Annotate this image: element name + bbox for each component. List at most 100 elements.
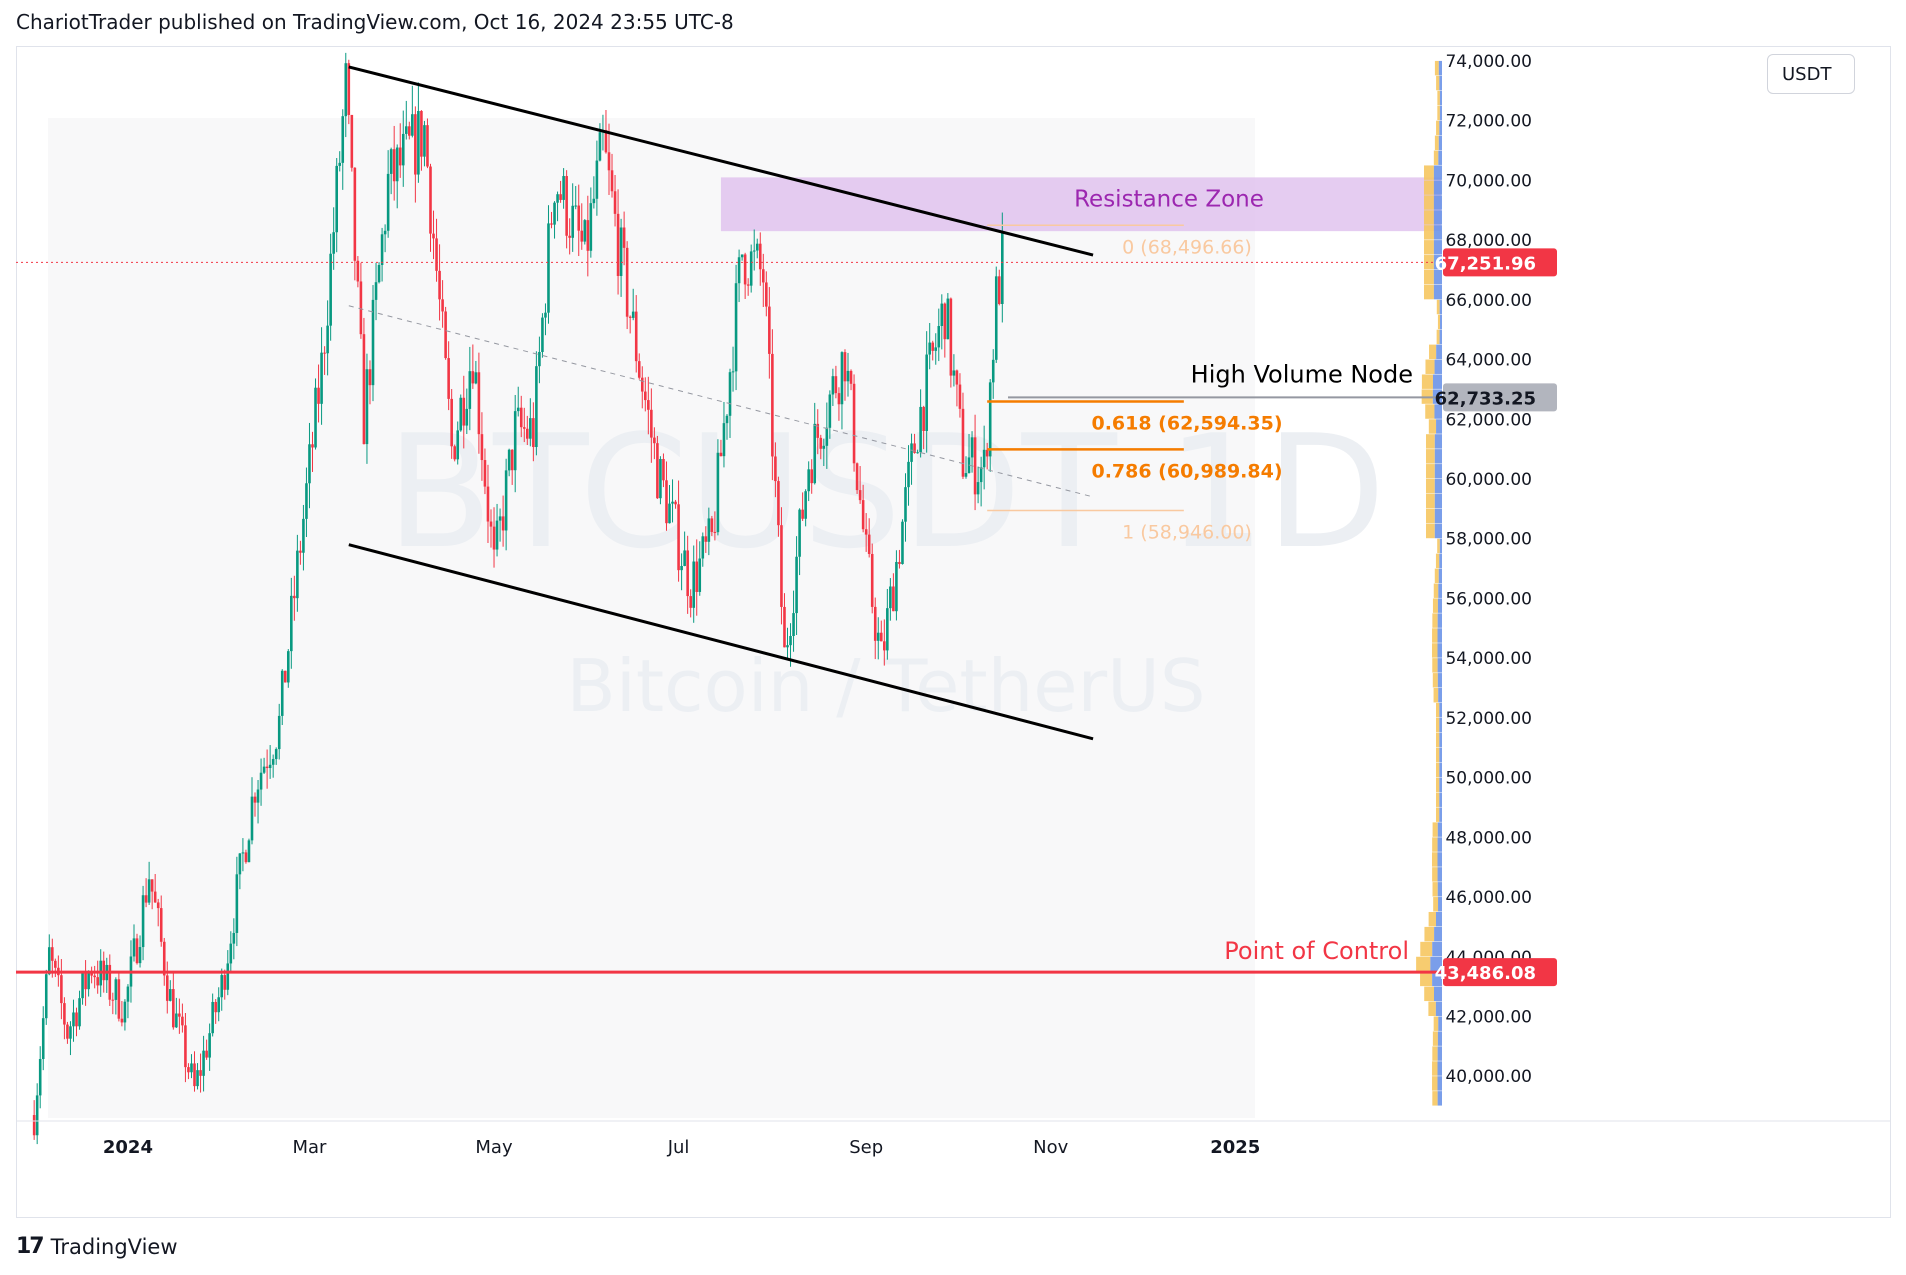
candle-body [610,170,614,192]
candle-body [704,536,708,542]
candle-body [332,232,335,254]
volume-bar-sell [1424,240,1434,255]
candle-body [172,989,175,1028]
volume-bar-buy [1437,598,1442,613]
volume-bar-buy [1434,404,1442,419]
candle-body [997,276,1001,305]
candle-body [187,1067,190,1073]
y-axis-tick-label: 74,000.00 [1445,52,1532,72]
candle-body [283,670,287,683]
volume-bar-buy [1438,60,1442,76]
candle-body [320,352,323,404]
volume-bar-buy [1433,180,1442,195]
candle-body [574,205,578,207]
volume-bar-sell [1424,195,1434,210]
volume-bar-sell [1436,702,1440,718]
volume-bar-sell [1432,673,1438,688]
candle-body [656,443,659,499]
candle-body [365,369,369,445]
candle-body [792,613,795,637]
candle-body [864,529,868,535]
volume-bar-sell [1425,404,1435,419]
horizontal-levels[interactable]: Point of Control High Volume Node [16,261,1441,974]
candle-body [184,1025,187,1068]
candle-body [159,908,163,942]
volume-bar-sell [1424,210,1434,225]
candle-body [456,430,460,460]
candle-body [716,452,720,533]
candle-body [755,243,759,251]
volume-bar-sell [1437,314,1440,330]
candle-body [852,383,856,464]
resistance-zone[interactable]: Resistance Zone [720,177,1441,232]
candle-body [565,176,568,236]
candle-body [834,376,838,394]
volume-bar-buy [1437,643,1442,658]
tradingview-brand-text: TradingView [50,1234,178,1259]
volume-bar-sell [1432,643,1438,658]
price-chart[interactable]: BTCUSDT 1D Bitcoin / TetherUS Resistance… [16,46,1891,1218]
price-axis[interactable]: 74,000.00 72,000.00 70,000.00 68,000.00 66,0… [1445,52,1532,1087]
volume-bar-buy [1432,374,1442,389]
fib-retracement[interactable]: 0 (68,496.66) 0.618 (62,594.35) 0.786 (60,… [987,224,1283,543]
volume-bar-buy [1434,464,1442,479]
volume-bar-sell [1437,538,1440,554]
volume-bar-sell [1426,434,1435,449]
candle-body [135,938,139,964]
publish-header: ChariotTrader published on TradingView.c… [16,10,734,34]
volume-bar-buy [1434,523,1442,539]
candle-body [988,382,992,457]
volume-bar-sell [1432,867,1438,882]
candle-body [786,645,789,648]
currency-button[interactable]: USDT [1767,54,1855,94]
candle-body [380,234,384,265]
candle-body [329,253,332,326]
volume-bar-buy [1438,1016,1442,1031]
candle-body [616,213,620,276]
candle-body [87,973,90,990]
volume-bar-sell [1424,165,1434,180]
volume-bar-sell [1434,568,1439,583]
candle-body [979,467,983,483]
candle-body [1001,233,1004,305]
candle-body [622,227,626,248]
watermark-symbol: BTCUSDT 1D [386,401,1386,583]
volume-bar-sell [1424,225,1434,240]
point-of-control-tag-text: 43,486.08 [1435,963,1536,984]
price-tags: 67,251.96 62,733.25 43,486.08 [1435,248,1557,987]
candle-body [265,766,269,769]
candle-body [111,999,115,1001]
candle-body [93,975,96,978]
candle-body [353,167,357,261]
candle-body [562,176,565,200]
candle-body [559,194,562,200]
candle-body [607,152,611,171]
candle-body [749,251,753,286]
candle-body [450,398,453,447]
time-axis[interactable]: 2024 Mar May Jul Sep Nov 2025 [16,1120,1891,1158]
candle-body [946,298,950,340]
candle-body [492,526,496,550]
candle-body [698,558,702,592]
candle-body [879,632,883,642]
candle-body [235,874,239,933]
candle-body [640,377,644,392]
candle-body [286,651,290,683]
volume-bar-sell [1433,150,1439,165]
volume-bar-sell [1428,1001,1436,1016]
trend-lines[interactable] [348,65,1094,741]
volume-bar-buy [1437,822,1442,837]
candle-body [919,406,922,453]
candle-body [898,561,901,565]
candle-body [435,238,438,271]
candle-body [432,233,435,239]
candle-body [108,964,112,1000]
x-axis-tick-label: May [475,1137,513,1158]
y-axis-tick-label: 48,000.00 [1445,828,1532,848]
candle-body [828,394,832,428]
candle-body [777,481,780,526]
volume-bar-buy [1438,583,1442,598]
candle-body [985,449,989,457]
volume-profile [1416,60,1442,1106]
candle-body [114,979,118,1000]
